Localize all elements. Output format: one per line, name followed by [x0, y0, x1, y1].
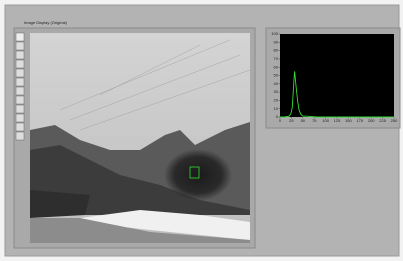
- tool-button[interactable]: [16, 42, 24, 50]
- y-tick-label: 80: [274, 48, 279, 53]
- x-tick-label: 25: [289, 118, 294, 123]
- x-tick-label: 50: [301, 118, 306, 123]
- tool-button[interactable]: [16, 96, 24, 104]
- x-tick-label: 225: [379, 118, 386, 123]
- tool-button[interactable]: [16, 69, 24, 77]
- y-tick-label: 10: [274, 106, 279, 111]
- x-tick-label: 175: [356, 118, 363, 123]
- histogram-plot: [280, 34, 394, 117]
- tool-button[interactable]: [16, 51, 24, 59]
- tool-button[interactable]: [16, 78, 24, 86]
- display-label: Image Display (Original): [24, 20, 68, 25]
- x-tick-label: 200: [368, 118, 375, 123]
- tool-button[interactable]: [16, 60, 24, 68]
- dark-region: [164, 149, 232, 201]
- x-tick-label: 75: [312, 118, 317, 123]
- y-tick-label: 40: [274, 81, 279, 86]
- tool-button[interactable]: [16, 114, 24, 122]
- y-tick-label: 100: [271, 31, 278, 36]
- x-tick-label: 100: [322, 118, 329, 123]
- y-tick-label: 70: [274, 56, 279, 61]
- tool-button[interactable]: [16, 105, 24, 113]
- screen: Image Display (Original) 010203040506070…: [0, 0, 403, 261]
- x-tick-label: 250: [391, 118, 398, 123]
- x-tick-label: 125: [334, 118, 341, 123]
- tool-button[interactable]: [16, 87, 24, 95]
- tool-button[interactable]: [16, 33, 24, 41]
- x-tick-label: 150: [345, 118, 352, 123]
- y-tick-label: 90: [274, 39, 279, 44]
- tool-button[interactable]: [16, 132, 24, 140]
- y-tick-label: 30: [274, 89, 279, 94]
- y-tick-label: 60: [274, 64, 279, 69]
- y-tick-label: 50: [274, 73, 279, 78]
- photo: [30, 33, 250, 243]
- tool-button[interactable]: [16, 123, 24, 131]
- y-tick-label: 20: [274, 97, 279, 102]
